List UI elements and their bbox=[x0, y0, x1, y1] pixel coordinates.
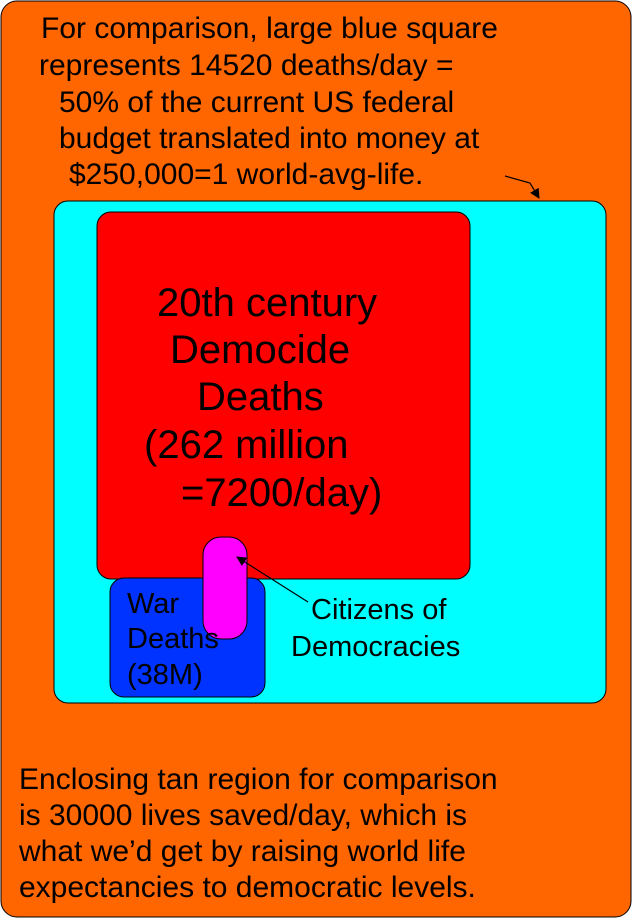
war-line: War bbox=[127, 588, 179, 620]
bottom-line: what we’d get by raising world life bbox=[18, 835, 466, 868]
intro-line: represents 14520 deaths/day = bbox=[39, 49, 453, 82]
democide-line: 20th century bbox=[157, 281, 377, 325]
war-line: (38M) bbox=[127, 659, 203, 691]
democide-line: Deaths bbox=[197, 375, 324, 419]
war-line: Deaths bbox=[127, 623, 219, 655]
citizens-line: Citizens of bbox=[311, 594, 447, 626]
citizens-line: Democracies bbox=[291, 631, 460, 663]
democide-line: =7200/day) bbox=[181, 471, 382, 515]
democide-line: (262 million bbox=[144, 423, 349, 467]
bottom-line: expectancies to democratic levels. bbox=[19, 871, 476, 904]
intro-line: For comparison, large blue square bbox=[41, 12, 498, 45]
bottom-line: Enclosing tan region for comparison bbox=[19, 763, 498, 796]
bottom-line: is 30000 lives saved/day, which is bbox=[19, 799, 467, 832]
intro-line: $250,000=1 world-avg-life. bbox=[69, 158, 423, 191]
democide-line: Democide bbox=[170, 328, 350, 372]
intro-line: 50% of the current US federal bbox=[59, 86, 454, 119]
intro-line: budget translated into money at bbox=[59, 122, 480, 155]
